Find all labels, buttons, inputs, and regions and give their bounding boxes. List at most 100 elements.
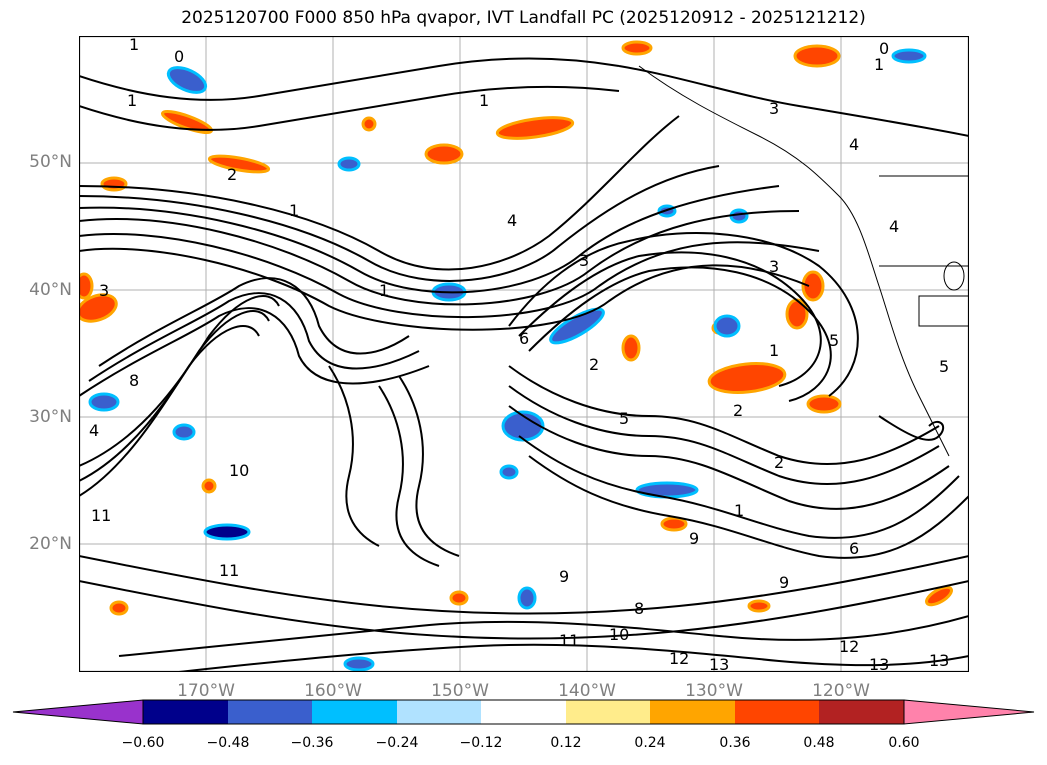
colorbar-tick: 0.12 (550, 735, 582, 751)
negative-anomaly-patch (635, 481, 699, 499)
colorbar-segment (312, 700, 397, 724)
negative-anomaly-patch (891, 48, 927, 64)
map-background (79, 36, 969, 672)
qvapor-shading (79, 40, 965, 672)
contour-label: 12 (839, 637, 859, 656)
contour-label: 8 (634, 599, 644, 618)
lon-label-140w: 140°W (558, 681, 616, 701)
negative-anomaly-patch (337, 156, 361, 172)
lon-label-160w: 160°W (304, 681, 362, 701)
contour-label: 4 (507, 211, 517, 230)
lon-label-150w: 150°W (431, 681, 489, 701)
contour-label: 6 (519, 329, 529, 348)
contour-label: 0 (174, 47, 184, 66)
contour-label: 4 (889, 217, 899, 236)
negative-anomaly-patch (166, 66, 208, 94)
contour-label: 11 (91, 506, 111, 525)
contour-label: 13 (869, 655, 889, 672)
colorbar-segment (819, 700, 904, 724)
contour-label: 10 (609, 625, 629, 644)
contour-label: 2 (774, 453, 784, 472)
contour-label: 2 (733, 401, 743, 420)
positive-anomaly-patch (207, 154, 271, 174)
contour-label: 3 (99, 281, 109, 300)
ivt-contours (79, 57, 969, 672)
colorbar-tick: −0.12 (459, 735, 503, 751)
positive-anomaly-patch (79, 272, 94, 300)
negative-anomaly-patch (88, 392, 120, 412)
negative-anomaly-patch (203, 523, 251, 541)
positive-anomaly-patch (621, 40, 653, 56)
colorbar-extend-low (12, 699, 144, 725)
colorbar-segment (566, 700, 650, 724)
colorbar-tick: 0.24 (634, 735, 666, 751)
contour-label: 1 (479, 91, 489, 110)
positive-anomaly-patch (747, 599, 771, 613)
positive-anomaly-patch (943, 261, 965, 291)
contour-label: 3 (769, 257, 779, 276)
contour-label: 2 (227, 165, 237, 184)
coastline (638, 65, 969, 457)
colorbar-tick: −0.36 (290, 735, 334, 751)
colorbar-segment (143, 700, 228, 724)
lat-label-20n: 20°N (29, 534, 72, 554)
contour-label: 1 (289, 201, 299, 220)
contour-label: 1 (769, 341, 779, 360)
contour-label: 5 (939, 357, 949, 376)
contour-label: 9 (559, 567, 569, 586)
contour-label: 10 (229, 461, 249, 480)
positive-anomaly-patch (660, 516, 688, 532)
colorbar-segment (735, 700, 819, 724)
colorbar (12, 699, 1035, 725)
positive-anomaly-patch (801, 270, 825, 302)
negative-anomaly-patch (713, 314, 741, 338)
contour-label: 9 (779, 573, 789, 592)
positive-anomaly-patch (424, 143, 464, 165)
positive-anomaly-patch (707, 362, 787, 394)
positive-anomaly-patch (160, 109, 214, 135)
positive-anomaly-patch (925, 585, 953, 607)
colorbar-tick: 0.48 (803, 735, 835, 751)
positive-anomaly-patch (109, 600, 129, 616)
contour-label: 0 (879, 39, 889, 58)
contour-label: 1 (379, 281, 389, 300)
contour-label: 1 (127, 91, 137, 110)
contour-label: 8 (129, 371, 139, 390)
map-canvas: 1 0 1 2 3 0 1 3 4 4 1 6 2 5 2 1 5 1 2 4 … (79, 36, 969, 672)
lon-label-130w: 130°W (685, 681, 743, 701)
positive-anomaly-patch (79, 293, 118, 323)
contour-label: 1 (734, 501, 744, 520)
positive-anomaly-patch (785, 298, 809, 330)
negative-anomaly-patch (729, 208, 749, 224)
contour-label: 13 (929, 651, 949, 670)
colorbar-tick: −0.60 (121, 735, 165, 751)
colorbar-tick: −0.24 (375, 735, 419, 751)
contour-label: 11 (219, 561, 239, 580)
negative-anomaly-patch (343, 656, 375, 672)
contour-label: 9 (689, 529, 699, 548)
colorbar-segment (481, 700, 566, 724)
contour-label: 2 (589, 355, 599, 374)
colorbar-frame (142, 699, 905, 725)
positive-anomaly-patch (449, 590, 469, 606)
negative-anomaly-patch (172, 423, 196, 441)
positive-anomaly-patch (100, 176, 128, 192)
contour-label: 1 (874, 55, 884, 74)
contour-label: 5 (829, 331, 839, 350)
positive-anomaly-patch (495, 116, 575, 140)
lon-label-170w: 170°W (177, 681, 235, 701)
colorbar-extend-high (903, 699, 1035, 725)
contour-label: 13 (709, 655, 729, 672)
contour-labels: 1 0 1 2 3 0 1 3 4 4 1 6 2 5 2 1 5 1 2 4 … (89, 36, 949, 672)
negative-anomaly-patch (517, 586, 537, 610)
contour-label: 11 (559, 631, 579, 650)
lon-label-120w: 120°W (812, 681, 870, 701)
map-title: 2025120700 F000 850 hPa qvapor, IVT Land… (181, 8, 866, 28)
map-frame (79, 36, 969, 672)
positive-anomaly-patch (361, 116, 377, 132)
contour-label: 3 (769, 99, 779, 118)
colorbar-tick: 0.60 (888, 735, 920, 751)
colorbar-segment (650, 700, 735, 724)
colorbar-tick: −0.48 (206, 735, 250, 751)
colorbar-tick: 0.36 (719, 735, 751, 751)
